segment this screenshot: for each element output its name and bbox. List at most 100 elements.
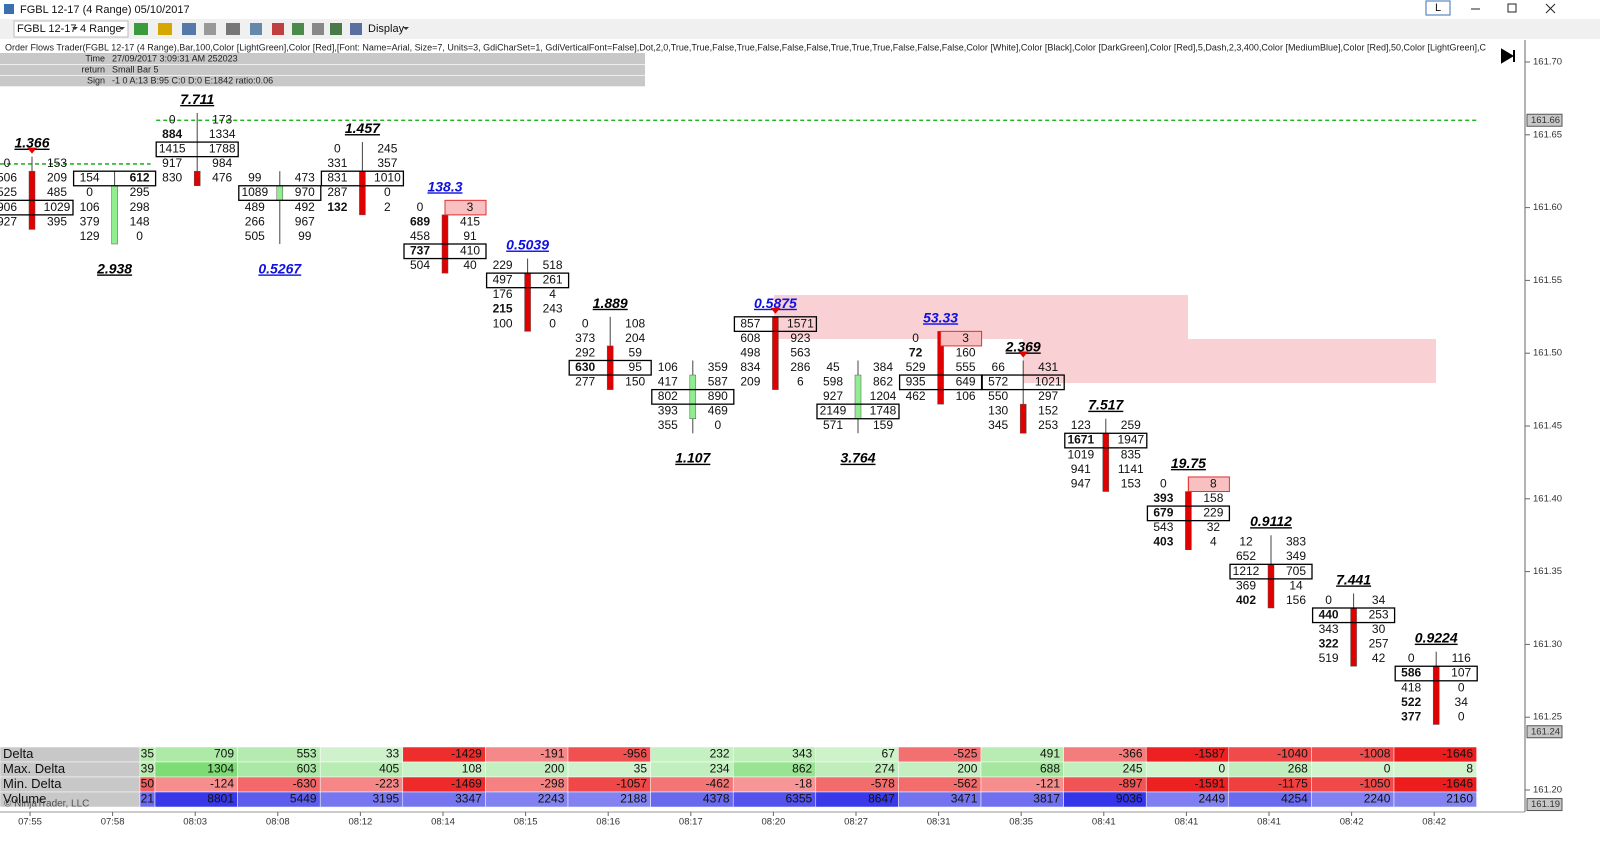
poc-box	[320, 170, 405, 187]
bid-volume: 0	[1325, 593, 1332, 607]
ask-volume: 30	[1372, 622, 1386, 636]
ask-volume: 1021	[1035, 374, 1062, 388]
stats-value: -1469	[451, 777, 482, 791]
close[interactable]	[1545, 3, 1556, 14]
bid-volume: 277	[575, 374, 595, 388]
watermark: © NinjaTrader, LLC	[4, 799, 89, 810]
bid-volume: 802	[658, 389, 678, 403]
stats-value: 1304	[207, 762, 234, 776]
ask-volume: 492	[295, 200, 315, 214]
ask-volume: 3	[467, 200, 474, 214]
ask-volume: 473	[295, 171, 315, 185]
dropdown-arrow	[403, 27, 409, 30]
display-menu[interactable]: Display	[368, 23, 405, 35]
stats-value: 200	[544, 762, 564, 776]
ask-volume: 295	[130, 185, 150, 199]
ask-volume: 431	[1038, 360, 1058, 374]
interval[interactable]: 4 Range	[80, 23, 122, 35]
ask-volume: 1029	[44, 200, 71, 214]
ask-volume: 91	[463, 229, 477, 243]
bid-volume: 1415	[159, 142, 186, 156]
ask-volume: 243	[543, 302, 563, 316]
poc-box	[651, 388, 735, 405]
ask-volume: 108	[625, 316, 645, 330]
stats-value: -1050	[1360, 777, 1391, 791]
info-value: -1 0 A:13 B:95 C:0 D:0 E:1842 ratio:0.06	[112, 75, 273, 85]
stats-cell	[1311, 761, 1395, 778]
bid-volume: 343	[1319, 622, 1339, 636]
ask-volume: 835	[1121, 447, 1141, 461]
ask-volume: 359	[708, 360, 728, 374]
candle-body	[772, 316, 779, 390]
bid-volume: 266	[245, 214, 265, 228]
stats-cell	[1393, 791, 1477, 808]
bid-volume: 917	[162, 156, 182, 170]
scroll-end[interactable]	[1501, 48, 1515, 64]
bid-volume: 100	[493, 316, 513, 330]
ask-volume: 395	[47, 214, 67, 228]
bid-volume: 72	[909, 345, 923, 359]
instrument[interactable]: FGBL 12-17	[17, 23, 77, 35]
candle-body	[111, 185, 118, 245]
ask-volume: 0	[384, 185, 391, 199]
ask-volume: 469	[708, 404, 728, 418]
bid-volume: 0	[582, 316, 589, 330]
stats-value: -366	[1119, 747, 1143, 761]
ask-volume: 297	[1038, 389, 1058, 403]
stats-value: -191	[540, 747, 564, 761]
y-tick-label: 161.25	[1533, 712, 1562, 723]
ask-volume: 518	[543, 258, 563, 272]
ask-volume: 34	[1455, 695, 1469, 709]
ask-volume: 107	[1451, 666, 1471, 680]
stats-value: 3471	[951, 792, 978, 806]
stats-value: 245	[1123, 762, 1143, 776]
y-tick-label: 161.20	[1533, 785, 1562, 796]
stats-value: 2449	[1198, 792, 1225, 806]
ask-volume: 116	[1452, 651, 1471, 665]
stats-value: 688	[1040, 762, 1060, 776]
stats-value: 4254	[1281, 792, 1308, 806]
toolbar-icons[interactable]	[134, 23, 362, 35]
unfinished-auction	[1187, 476, 1230, 493]
stats-value: 268	[1288, 762, 1308, 776]
x-tick-label: 08:35	[1009, 817, 1033, 828]
x-tick-label: 08:41	[1175, 817, 1199, 828]
x-tick-label: 08:27	[844, 817, 868, 828]
stats-value: -1008	[1360, 747, 1391, 761]
poc-box	[816, 403, 900, 420]
poc-box	[568, 359, 652, 376]
bid-volume: 1089	[241, 185, 268, 199]
bid-volume: 935	[906, 374, 926, 388]
bid-volume: 345	[988, 418, 1008, 432]
bar-ratio: 2.938	[96, 260, 132, 276]
link-badge[interactable]: L	[1435, 2, 1441, 14]
bid-volume: 522	[1401, 695, 1421, 709]
ask-volume: 298	[130, 200, 150, 214]
stats-value: -124	[210, 777, 234, 791]
stats-value: 8	[1466, 762, 1473, 776]
ask-volume: 286	[790, 360, 810, 374]
poc-box	[485, 272, 570, 289]
x-tick-label: 08:31	[927, 817, 951, 828]
info-value: 27/09/2017 3:09:31 AM 252023	[112, 53, 238, 63]
instrument-dropdown[interactable]	[13, 20, 129, 38]
bid-volume: 598	[823, 374, 843, 388]
link-button[interactable]	[1425, 0, 1451, 16]
stats-clipped: 21	[141, 792, 155, 806]
stats-value: -462	[706, 777, 730, 791]
poc-box	[733, 316, 818, 333]
bid-volume: 506	[0, 171, 17, 185]
bar-ratio: 2.369	[1005, 338, 1041, 354]
bid-volume: 941	[1071, 462, 1091, 476]
candle-body	[276, 185, 284, 201]
info-key: return	[81, 64, 105, 74]
ask-volume: 384	[873, 360, 893, 374]
bid-volume: 572	[988, 374, 1008, 388]
x-tick-label: 07:55	[18, 817, 42, 828]
bid-volume: 857	[740, 316, 760, 330]
stats-cell	[1393, 761, 1477, 778]
bid-volume: 287	[327, 185, 347, 199]
ask-volume: 923	[790, 331, 810, 345]
stats-value: -1591	[1194, 777, 1225, 791]
restore[interactable]	[1507, 3, 1517, 13]
